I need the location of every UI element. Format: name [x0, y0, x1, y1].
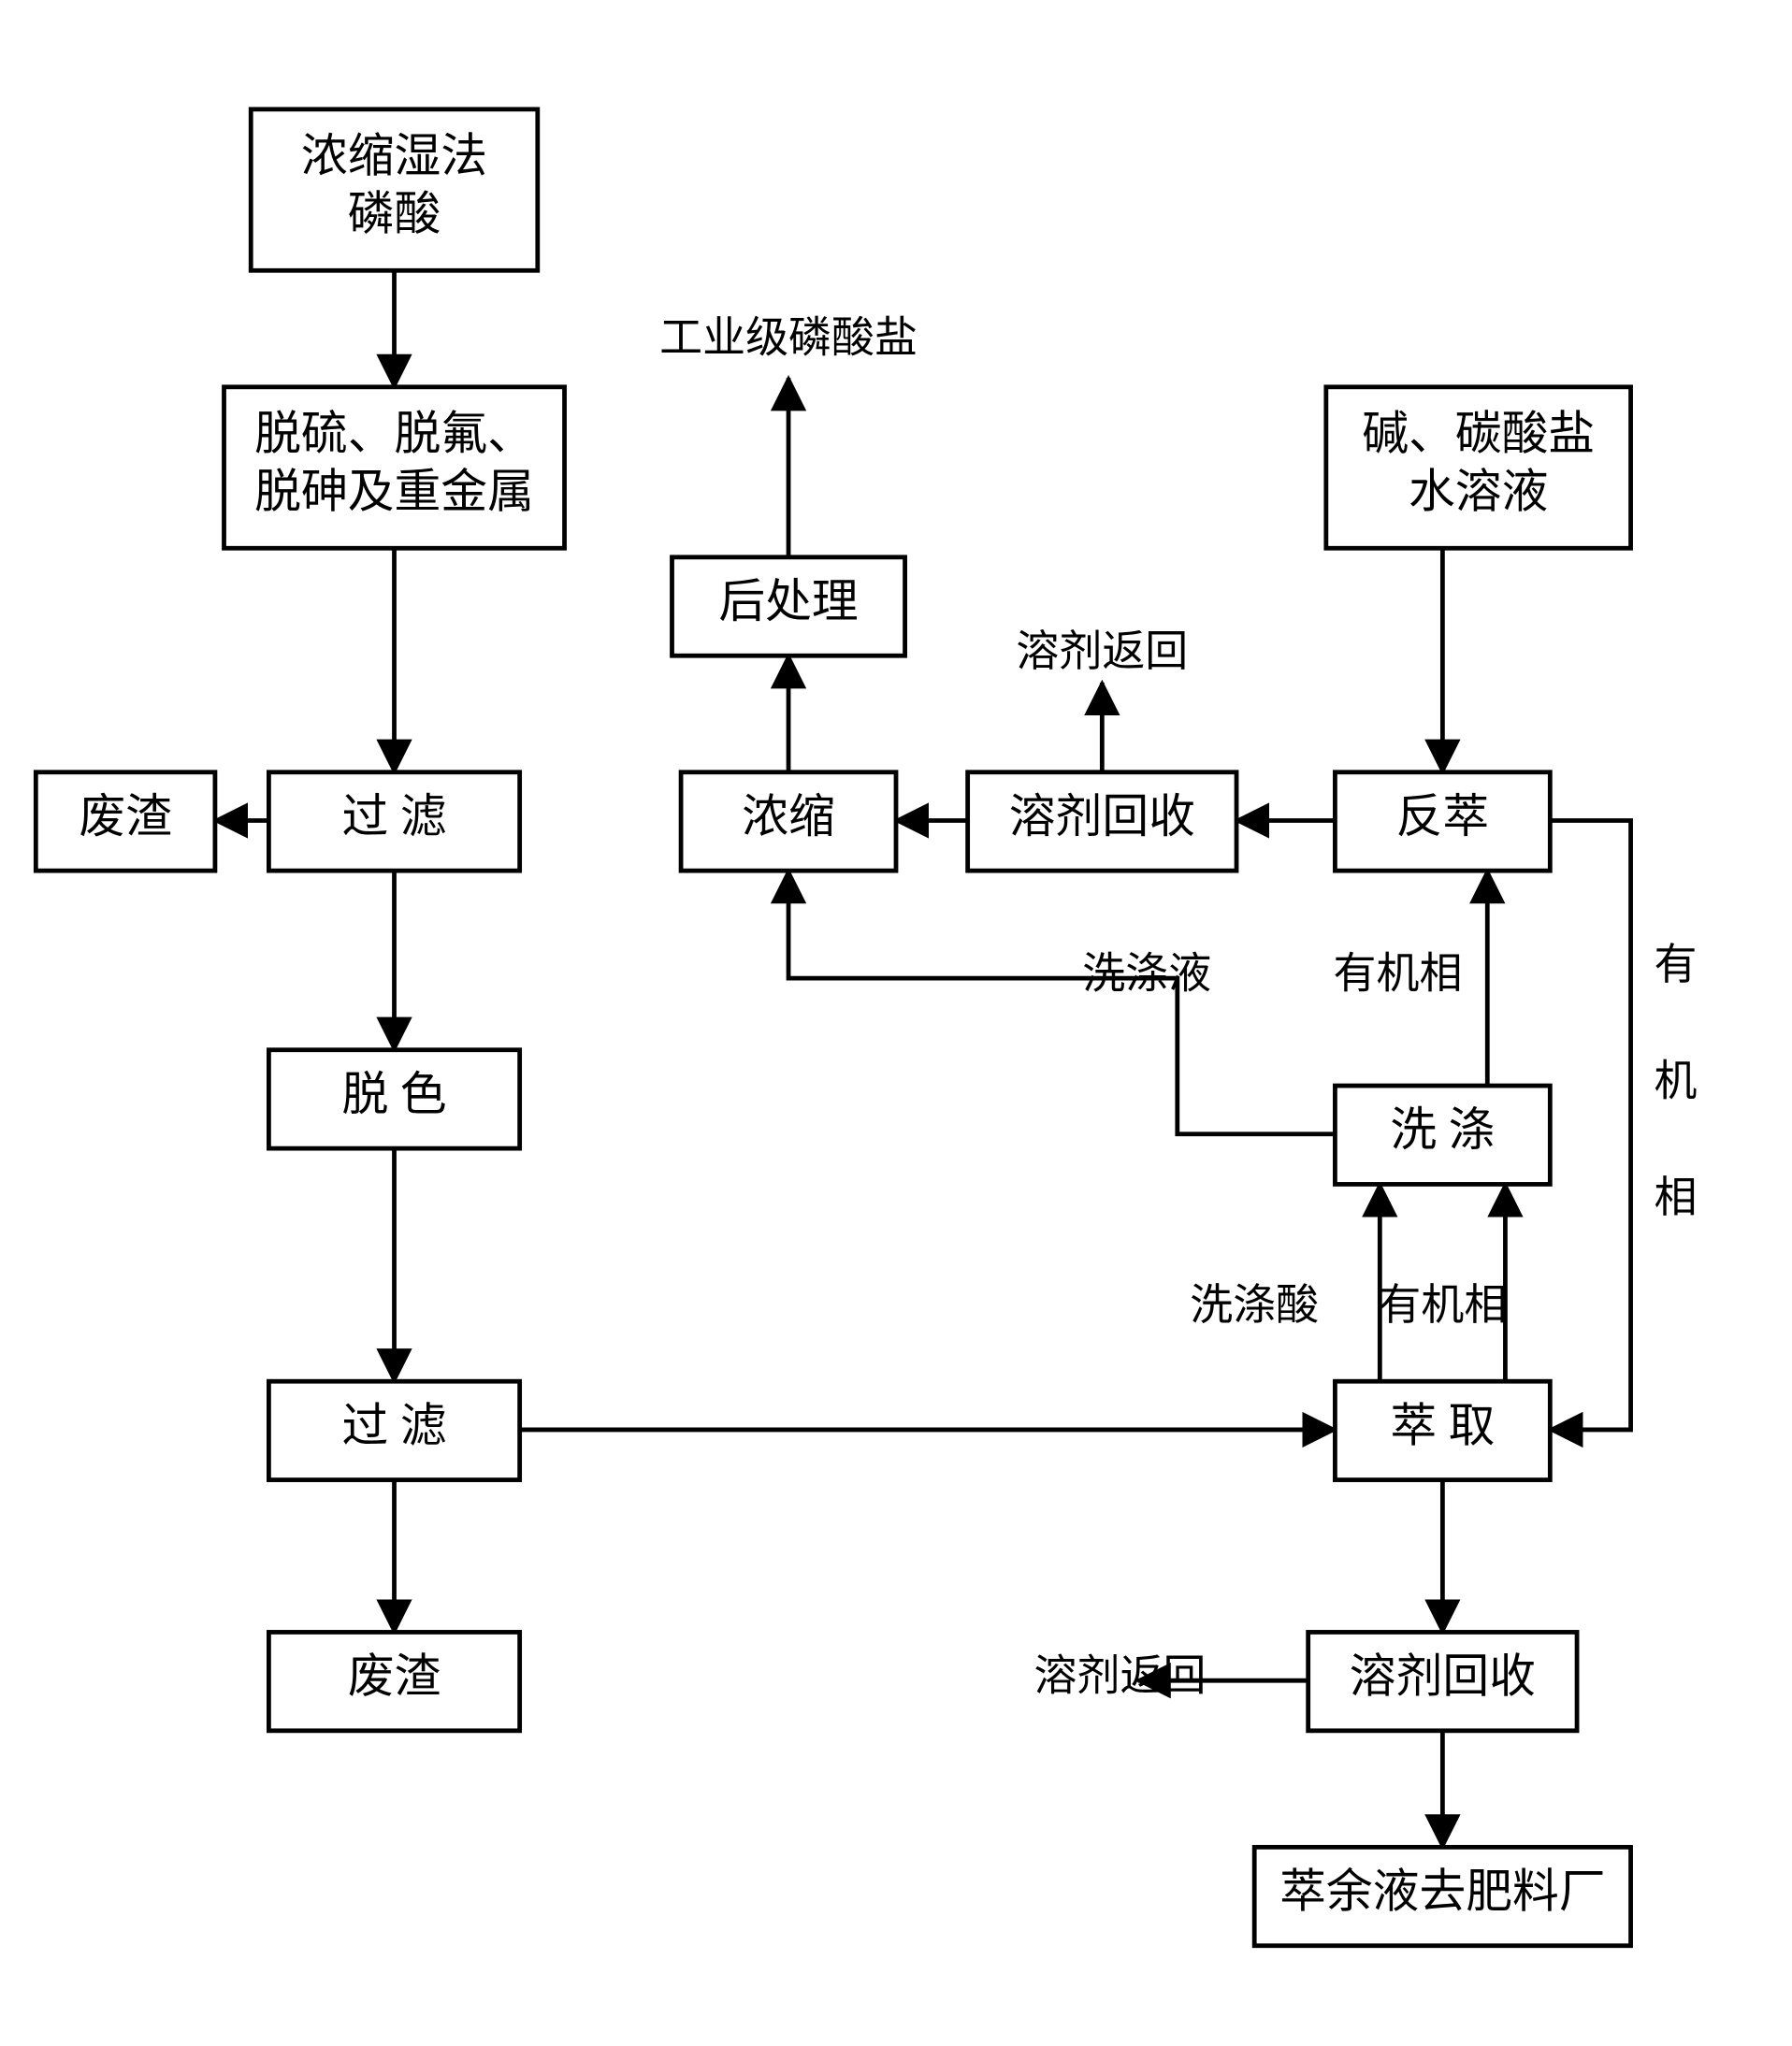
node-n5: 脱 色 — [268, 1050, 519, 1148]
node-label: 过 滤 — [341, 791, 446, 843]
node-n12: 碱、碳酸盐水溶液 — [1326, 387, 1631, 548]
edge-label-t8a: 有 — [1654, 941, 1697, 988]
node-label: 后处理 — [718, 576, 858, 627]
node-label: 水溶液 — [1409, 467, 1548, 518]
node-label: 废渣 — [348, 1651, 441, 1703]
node-n8: 浓缩 — [681, 772, 896, 871]
node-n14: 萃 取 — [1335, 1381, 1550, 1479]
edge-label-t2: 溶剂返回 — [1016, 627, 1188, 675]
node-n13: 洗 涤 — [1335, 1086, 1550, 1184]
node-label: 溶剂回收 — [1009, 791, 1195, 843]
node-label: 溶剂回收 — [1350, 1651, 1536, 1703]
node-n11: 反萃 — [1335, 772, 1550, 871]
node-label: 浓缩湿法 — [301, 130, 487, 181]
node-label: 废渣 — [79, 791, 172, 843]
edge-label-t6: 有机相 — [1378, 1281, 1507, 1329]
node-label: 浓缩 — [742, 791, 835, 843]
node-n3: 过 滤 — [268, 772, 519, 871]
edge-label-t7: 溶剂返回 — [1034, 1652, 1207, 1700]
node-n16: 萃余液去肥料厂 — [1254, 1847, 1630, 1945]
node-label: 脱砷及重金属 — [254, 467, 534, 518]
node-n1: 浓缩湿法磷酸 — [251, 109, 538, 270]
node-label: 洗 涤 — [1390, 1104, 1495, 1156]
edge-label-t5: 洗涤酸 — [1190, 1281, 1319, 1329]
node-label: 反萃 — [1396, 791, 1490, 843]
node-label: 碱、碳酸盐 — [1362, 408, 1595, 459]
node-n6: 过 滤 — [268, 1381, 519, 1479]
node-n2: 脱硫、脱氟、脱砷及重金属 — [224, 387, 565, 548]
node-label: 磷酸 — [348, 189, 441, 240]
node-label: 脱 色 — [341, 1069, 446, 1120]
edge-loop-n14 — [1550, 820, 1630, 1429]
node-label: 萃 取 — [1390, 1400, 1495, 1451]
edge-label-t8c: 相 — [1654, 1174, 1697, 1221]
edge-label-t8b: 机 — [1654, 1058, 1697, 1105]
node-n9: 后处理 — [672, 557, 905, 656]
node-n10: 溶剂回收 — [968, 772, 1236, 871]
node-label: 萃余液去肥料厂 — [1279, 1866, 1606, 1917]
node-label: 脱硫、脱氟、 — [254, 408, 534, 459]
edge-label-t4: 有机相 — [1334, 950, 1463, 998]
node-n4: 废渣 — [36, 772, 215, 871]
flowchart-canvas: 浓缩湿法磷酸脱硫、脱氟、脱砷及重金属过 滤废渣脱 色过 滤废渣浓缩后处理溶剂回收… — [0, 0, 1792, 2046]
edge-label-t3: 洗涤液 — [1082, 950, 1211, 998]
node-label: 过 滤 — [341, 1400, 446, 1451]
node-n15: 溶剂回收 — [1308, 1632, 1577, 1730]
edge-n13-n8 — [788, 871, 1335, 1134]
edge-label-t1: 工业级磷酸盐 — [659, 313, 918, 361]
node-n7: 废渣 — [268, 1632, 519, 1730]
